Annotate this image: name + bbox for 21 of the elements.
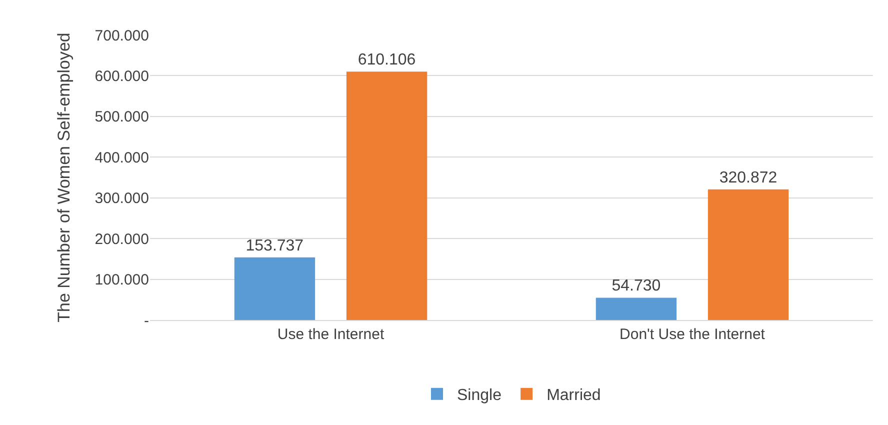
- data-label: 320.872: [719, 169, 778, 186]
- legend-label: Single: [457, 387, 502, 404]
- data-label: 610.106: [358, 52, 416, 69]
- y-tick-label: 600.000: [94, 68, 149, 85]
- y-tick-label: 700.000: [94, 27, 149, 44]
- x-tick-label: Use the Internet: [277, 326, 385, 343]
- legend-label: Married: [546, 387, 601, 404]
- y-tick-label: 300.000: [94, 190, 149, 208]
- x-tick-label: Don't Use the Internet: [620, 326, 766, 343]
- bar: [234, 257, 316, 320]
- y-tick-label: 200.000: [94, 230, 149, 248]
- data-label: 153.737: [246, 237, 304, 254]
- data-label: 54.730: [612, 278, 661, 295]
- y-tick-label: 400.000: [94, 149, 149, 166]
- bar: [708, 189, 789, 320]
- y-tick-label: 100.000: [94, 272, 149, 289]
- y-tick-label: -: [144, 312, 149, 330]
- bar: [346, 72, 428, 320]
- bar: [596, 298, 677, 320]
- y-tick-label: 500.000: [94, 108, 149, 126]
- y-axis-title: The Number of Women Self-employed: [54, 32, 74, 322]
